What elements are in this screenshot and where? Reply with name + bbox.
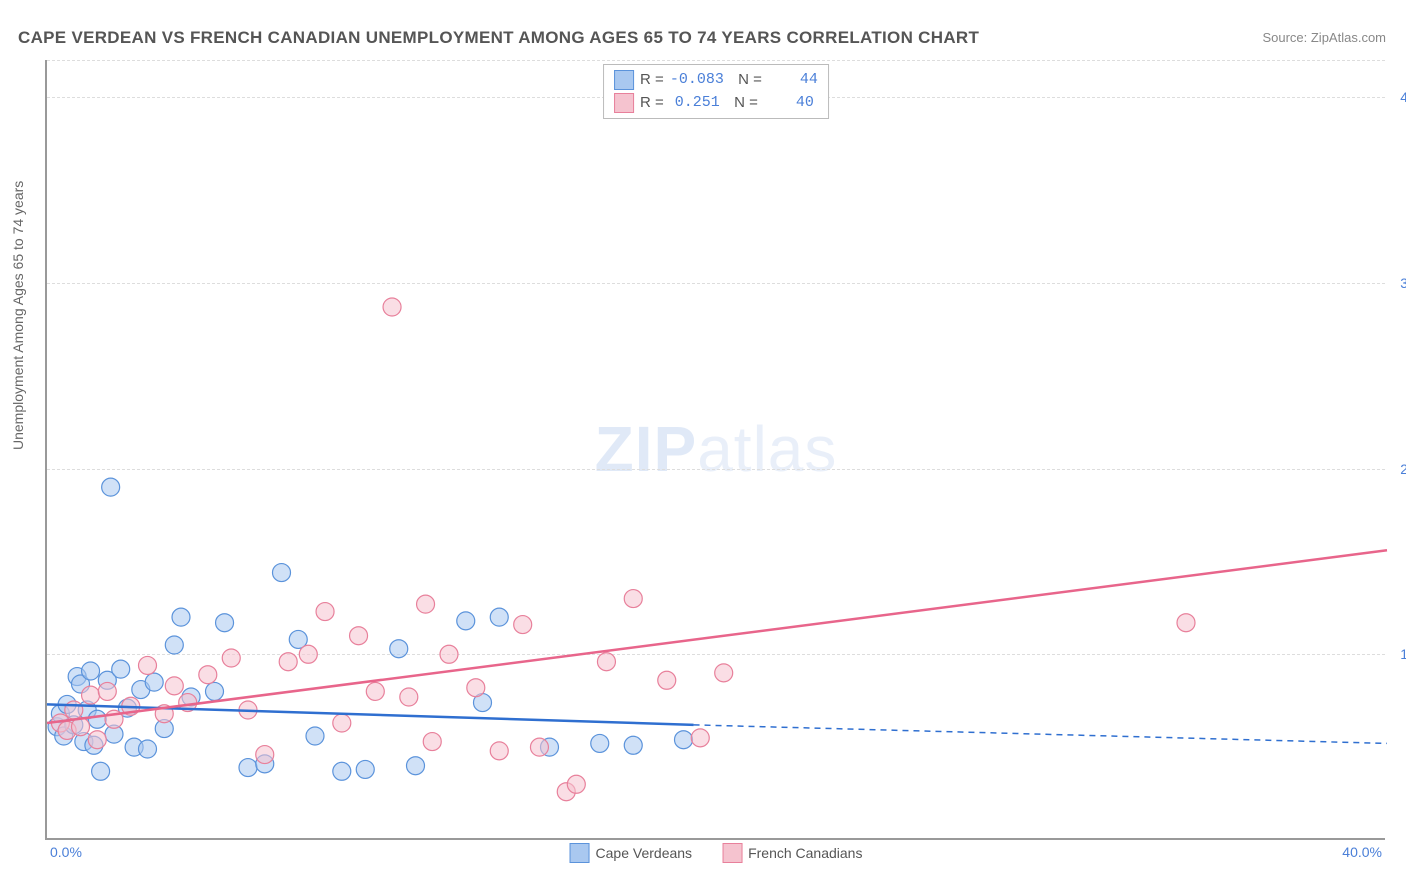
plot-area: ZIPatlas 10.0%20.0%30.0%40.0% R = -0.083… — [45, 60, 1385, 840]
swatch-blue — [614, 70, 634, 90]
scatter-svg — [47, 60, 1385, 838]
stats-box: R = -0.083 N = 44 R = 0.251 N = 40 — [603, 64, 829, 119]
legend: Cape Verdeans French Canadians — [570, 843, 863, 863]
stats-row-blue: R = -0.083 N = 44 — [614, 69, 818, 92]
legend-label-blue: Cape Verdeans — [596, 845, 693, 861]
legend-item-pink: French Canadians — [722, 843, 862, 863]
y-tick: 40.0% — [1400, 89, 1406, 105]
source-label: Source: ZipAtlas.com — [1262, 30, 1386, 45]
y-tick: 20.0% — [1400, 461, 1406, 477]
legend-item-blue: Cape Verdeans — [570, 843, 693, 863]
y-axis-label: Unemployment Among Ages 65 to 74 years — [10, 181, 26, 450]
x-tick-right: 40.0% — [1342, 844, 1382, 860]
x-tick-left: 0.0% — [50, 844, 82, 860]
n-value-pink: 40 — [764, 92, 814, 115]
swatch-pink — [614, 93, 634, 113]
legend-swatch-blue — [570, 843, 590, 863]
legend-label-pink: French Canadians — [748, 845, 862, 861]
r-value-pink: 0.251 — [670, 92, 720, 115]
legend-swatch-pink — [722, 843, 742, 863]
y-tick: 10.0% — [1400, 646, 1406, 662]
r-value-blue: -0.083 — [670, 69, 724, 92]
chart-title: CAPE VERDEAN VS FRENCH CANADIAN UNEMPLOY… — [18, 28, 979, 48]
stats-row-pink: R = 0.251 N = 40 — [614, 92, 818, 115]
y-tick: 30.0% — [1400, 275, 1406, 291]
n-value-blue: 44 — [768, 69, 818, 92]
